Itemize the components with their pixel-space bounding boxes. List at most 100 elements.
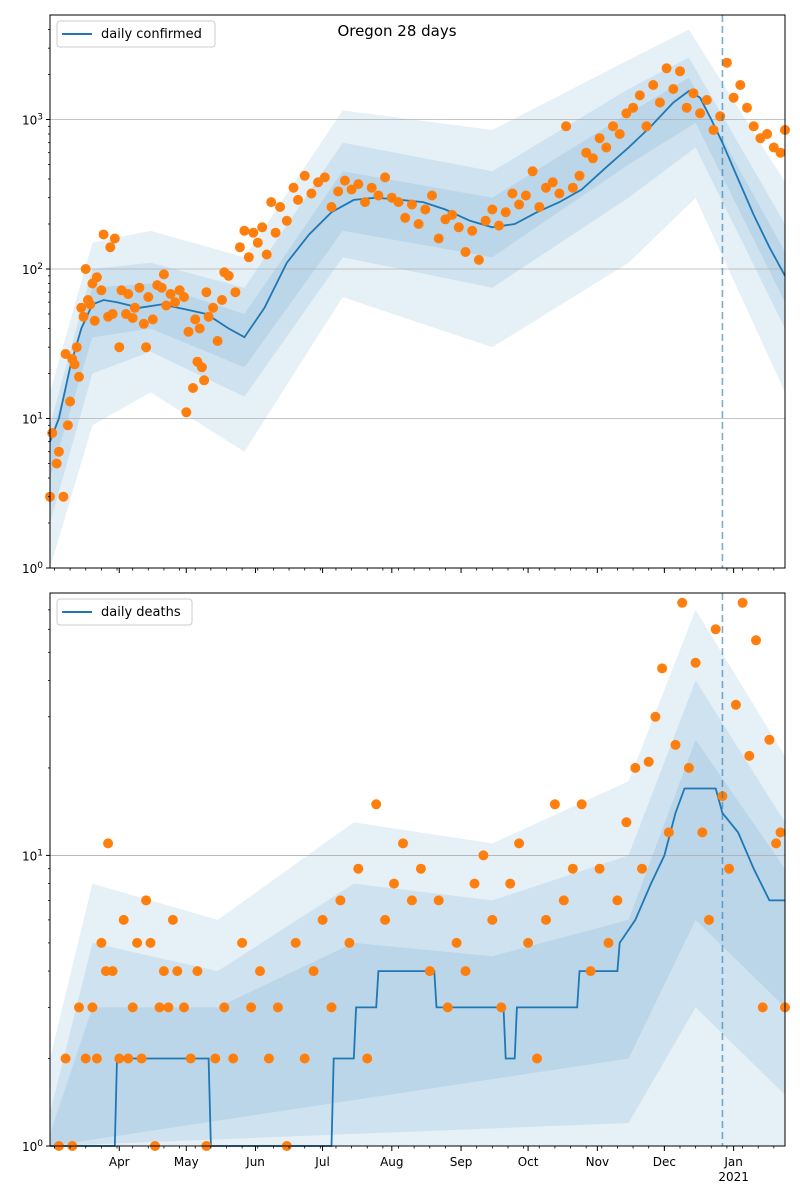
confirmed-observed-point — [554, 188, 565, 199]
confirmed-observed-point — [608, 121, 618, 132]
confirmed-legend-box — [56, 20, 216, 48]
deaths-x-tick-label: Jun — [245, 1155, 265, 1169]
confirmed-observed-point — [594, 133, 605, 144]
confirmed-observed-point — [194, 323, 205, 334]
deaths-observed-point — [398, 838, 408, 849]
deaths-observed-point — [532, 1053, 542, 1064]
confirmed-x-ticks — [54, 568, 775, 573]
confirmed-observed-point — [293, 194, 303, 205]
deaths-observed-point — [237, 937, 248, 948]
deaths-observed-point — [163, 1002, 174, 1013]
confirmed-observed-point — [433, 233, 444, 244]
confirmed-y-tick-label: 101 — [22, 411, 43, 426]
confirmed-observed-point — [261, 249, 272, 260]
confirmed-observed-point — [487, 204, 498, 215]
confirmed-observed-point — [420, 204, 431, 215]
deaths-observed-point — [637, 863, 647, 874]
confirmed-observed-point — [453, 222, 464, 233]
deaths-x-tick-label: Oct — [518, 1155, 539, 1169]
confirmed-observed-point — [123, 289, 134, 299]
confirmed-observed-point — [675, 66, 685, 77]
deaths-observed-point — [96, 937, 107, 948]
confirmed-observed-point — [165, 289, 176, 299]
deaths-observed-point — [154, 1002, 165, 1013]
deaths-observed-point — [123, 1053, 134, 1064]
confirmed-observed-point — [601, 142, 612, 153]
confirmed-observed-point — [326, 202, 337, 212]
confirmed-observed-point — [695, 108, 706, 119]
confirmed-observed-point — [62, 420, 73, 431]
deaths-observed-point — [663, 827, 674, 838]
deaths-observed-point — [167, 914, 178, 925]
confirmed-observed-point — [223, 270, 234, 281]
deaths-observed-point — [541, 914, 551, 925]
confirmed-observed-point — [170, 297, 181, 308]
confirmed-observed-point — [257, 222, 268, 233]
confirmed-observed-point — [158, 269, 169, 280]
confirmed-observed-point — [252, 237, 263, 248]
deaths-observed-point — [299, 1053, 310, 1064]
confirmed-observed-point — [134, 282, 145, 293]
confirmed-observed-point — [534, 202, 545, 212]
confirmed-observed-point — [500, 207, 511, 218]
deaths-observed-point — [60, 1053, 71, 1064]
deaths-observed-point — [460, 966, 471, 977]
deaths-observed-point — [172, 966, 183, 977]
deaths-observed-point — [107, 966, 118, 977]
confirmed-observed-point — [735, 80, 746, 90]
confirmed-observed-point — [275, 202, 286, 212]
confirmed-observed-point — [762, 129, 773, 139]
deaths-observed-point — [145, 937, 156, 948]
confirmed-observed-point — [53, 446, 64, 457]
confirmed-observed-point — [243, 252, 254, 263]
deaths-observed-point — [612, 895, 623, 906]
confirmed-observed-point — [587, 153, 598, 164]
deaths-observed-point — [127, 1002, 138, 1013]
deaths-legend: daily deaths — [56, 598, 193, 626]
deaths-observed-point — [255, 966, 265, 977]
deaths-observed-point — [751, 635, 761, 646]
deaths-observed-point — [744, 750, 755, 761]
deaths-observed-point — [594, 863, 605, 874]
confirmed-observed-point — [346, 184, 357, 195]
confirmed-observed-point — [58, 491, 69, 502]
deaths-observed-point — [344, 937, 355, 948]
confirmed-band-outer — [50, 29, 785, 568]
deaths-observed-point — [114, 1053, 125, 1064]
confirmed-observed-point — [333, 186, 344, 197]
confirmed-observed-point — [239, 225, 250, 236]
confirmed-observed-point — [138, 318, 149, 329]
deaths-observed-point — [118, 914, 129, 925]
deaths-observed-point — [657, 663, 668, 674]
confirmed-observed-point — [114, 342, 125, 353]
confirmed-observed-point — [701, 95, 712, 105]
confirmed-observed-point — [78, 311, 89, 322]
deaths-x-tick-label: Dec — [653, 1155, 676, 1169]
confirmed-observed-points — [45, 57, 790, 502]
deaths-x-tick-label: Nov — [586, 1155, 609, 1169]
deaths-x-tick-label: Jan — [723, 1155, 743, 1169]
confirmed-observed-point — [306, 188, 317, 199]
confirmed-observed-point — [51, 458, 62, 469]
confirmed-observed-point — [143, 292, 154, 302]
confirmed-observed-point — [360, 197, 370, 208]
confirmed-observed-point — [681, 102, 692, 113]
deaths-y-tick-label: 100 — [22, 1139, 43, 1154]
deaths-observed-point — [704, 914, 714, 925]
confirmed-observed-point — [208, 302, 219, 313]
confirmed-observed-point — [65, 396, 76, 407]
confirmed-observed-point — [494, 220, 504, 231]
deaths-x-tick-year: 2021 — [718, 1170, 749, 1184]
confirmed-observed-point — [775, 147, 786, 158]
confirmed-observed-point — [129, 302, 140, 313]
deaths-panel: 100 101 Apr May Jun Jul Aug Sep Oct Nov Dec Jan202… — [22, 592, 790, 1184]
deaths-observed-point — [424, 966, 435, 977]
confirmed-legend: daily confirmed — [56, 20, 216, 48]
deaths-observed-point — [764, 734, 775, 745]
deaths-observed-point — [523, 937, 534, 948]
confirmed-observed-point — [183, 326, 194, 337]
deaths-observed-point — [603, 937, 614, 948]
confirmed-panel: 100 101 102 103 Oregon 28 days daily confir… — [22, 14, 790, 576]
confirmed-observed-point — [203, 311, 214, 322]
